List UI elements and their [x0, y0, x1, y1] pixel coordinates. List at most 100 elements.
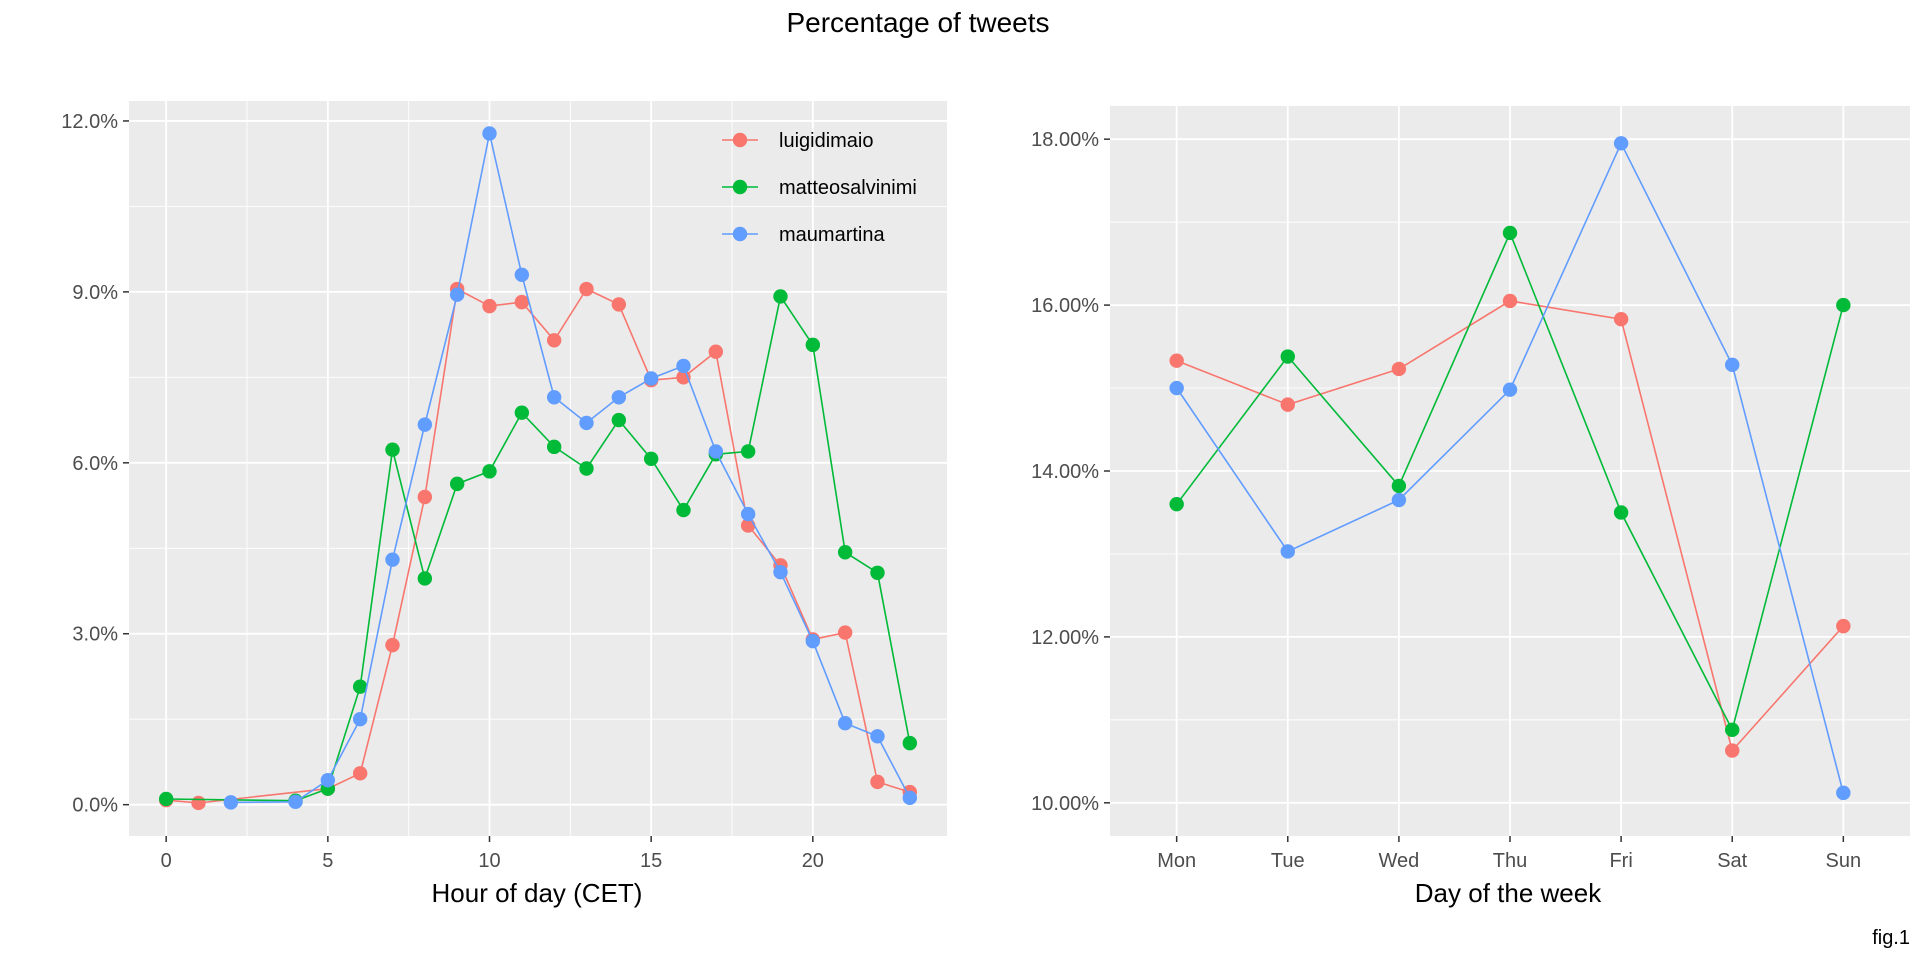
data-point-maumartina	[514, 267, 530, 282]
data-point-luigidimaio	[417, 489, 433, 505]
x-tick-label: 0	[161, 850, 172, 872]
data-point-matteosalvinimi	[805, 337, 821, 353]
data-point-matteosalvinimi	[1836, 297, 1851, 313]
y-tick-label: 9.0%	[72, 282, 118, 304]
data-point-maumartina	[1280, 544, 1295, 559]
y-tick-label: 12.0%	[61, 111, 118, 133]
data-point-luigidimaio	[708, 344, 724, 359]
data-point-matteosalvinimi	[579, 461, 594, 476]
plot-background	[129, 101, 947, 836]
data-point-maumartina	[1502, 382, 1518, 397]
data-point-matteosalvinimi	[385, 442, 400, 457]
data-point-maumartina	[1169, 380, 1184, 396]
x-tick-label: Thu	[1493, 850, 1527, 872]
data-point-matteosalvinimi	[482, 464, 497, 479]
x-tick-label: Mon	[1157, 850, 1196, 872]
data-point-matteosalvinimi	[1280, 349, 1295, 364]
data-point-maumartina	[417, 417, 433, 432]
data-point-maumartina	[288, 794, 303, 810]
data-point-luigidimaio	[1502, 293, 1518, 309]
data-point-maumartina	[320, 772, 336, 788]
x-axis-title-hour: Hour of day (CET)	[432, 878, 643, 908]
data-point-matteosalvinimi	[837, 545, 853, 560]
legend: luigidimaio matteosalvinimi maumartina	[722, 130, 917, 246]
x-tick-label: Sat	[1717, 850, 1747, 872]
data-point-maumartina	[643, 371, 659, 386]
data-point-matteosalvinimi	[1169, 496, 1184, 512]
data-point-luigidimaio	[1725, 743, 1740, 758]
data-point-matteosalvinimi	[676, 502, 691, 518]
x-tick-label: Wed	[1379, 850, 1420, 872]
y-tick-label: 18.00%	[1031, 129, 1099, 151]
data-point-maumartina	[579, 415, 594, 431]
data-point-maumartina	[740, 506, 756, 522]
data-point-matteosalvinimi	[1613, 505, 1629, 520]
x-tick-label: 5	[322, 850, 333, 872]
data-point-matteosalvinimi	[643, 451, 659, 467]
data-point-luigidimaio	[579, 281, 594, 297]
legend-label-luigidimaio: luigidimaio	[779, 130, 874, 152]
data-point-maumartina	[385, 552, 400, 567]
data-point-maumartina	[676, 358, 691, 374]
x-tick-label: Tue	[1271, 850, 1305, 872]
y-tick-label: 6.0%	[72, 453, 118, 475]
data-point-matteosalvinimi	[158, 791, 174, 807]
data-point-luigidimaio	[611, 297, 627, 312]
data-point-maumartina	[805, 633, 821, 649]
data-point-maumartina	[870, 729, 885, 744]
data-point-luigidimaio	[1169, 353, 1184, 368]
data-point-luigidimaio	[837, 625, 853, 640]
data-point-maumartina	[902, 790, 918, 806]
data-point-maumartina	[1725, 357, 1740, 373]
data-point-matteosalvinimi	[902, 735, 918, 751]
data-point-luigidimaio	[514, 294, 530, 310]
data-point-maumartina	[708, 444, 724, 459]
data-point-luigidimaio	[1613, 311, 1629, 327]
data-point-matteosalvinimi	[1391, 478, 1407, 494]
data-point-matteosalvinimi	[546, 439, 562, 455]
data-point-maumartina	[1613, 136, 1629, 151]
data-point-luigidimaio	[1391, 361, 1407, 377]
data-point-matteosalvinimi	[611, 412, 627, 428]
data-point-luigidimaio	[870, 774, 885, 790]
data-point-luigidimaio	[1280, 397, 1295, 412]
hour-of-day-panel: 0 5 10 15 20 0.0% 3.0% 6.0% 9.0% 12.0%	[61, 101, 947, 872]
x-tick-label: 10	[478, 850, 500, 872]
y-tick-label: 10.00%	[1031, 793, 1099, 815]
x-tick-label: 15	[640, 850, 662, 872]
y-tick-label: 14.00%	[1031, 461, 1099, 483]
data-point-matteosalvinimi	[514, 405, 530, 420]
data-point-maumartina	[482, 126, 497, 141]
data-point-luigidimaio	[352, 766, 368, 781]
data-point-matteosalvinimi	[870, 565, 885, 580]
figure-caption: fig.1	[1872, 927, 1910, 949]
data-point-matteosalvinimi	[740, 444, 756, 459]
legend-label-maumartina: maumartina	[779, 224, 885, 246]
data-point-luigidimaio	[1836, 618, 1851, 634]
data-point-maumartina	[449, 287, 465, 302]
data-point-maumartina	[1391, 492, 1407, 508]
x-axis-title-day: Day of the week	[1415, 878, 1602, 908]
data-point-maumartina	[611, 390, 627, 405]
day-of-week-panel: Mon Tue Wed Thu Fri Sat Sun 10.00% 12.00% 14.00% 1…	[1031, 106, 1910, 872]
data-point-maumartina	[223, 795, 239, 810]
data-point-matteosalvinimi	[773, 289, 788, 304]
data-point-luigidimaio	[385, 637, 400, 653]
data-point-luigidimaio	[191, 795, 206, 811]
x-tick-label: Fri	[1609, 850, 1632, 872]
y-tick-label: 12.00%	[1031, 627, 1099, 649]
y-tick-label: 0.0%	[72, 795, 118, 817]
data-point-matteosalvinimi	[352, 679, 368, 694]
data-point-maumartina	[546, 390, 562, 405]
data-point-maumartina	[837, 715, 853, 731]
chart-title: Percentage of tweets	[786, 7, 1049, 38]
data-point-matteosalvinimi	[1502, 225, 1518, 241]
data-point-matteosalvinimi	[1725, 722, 1740, 738]
data-point-matteosalvinimi	[417, 571, 433, 586]
legend-key-point-matteosalvinimi	[732, 179, 748, 195]
data-point-luigidimaio	[546, 333, 562, 348]
x-tick-label: 20	[802, 850, 824, 872]
data-point-maumartina	[1836, 785, 1851, 801]
